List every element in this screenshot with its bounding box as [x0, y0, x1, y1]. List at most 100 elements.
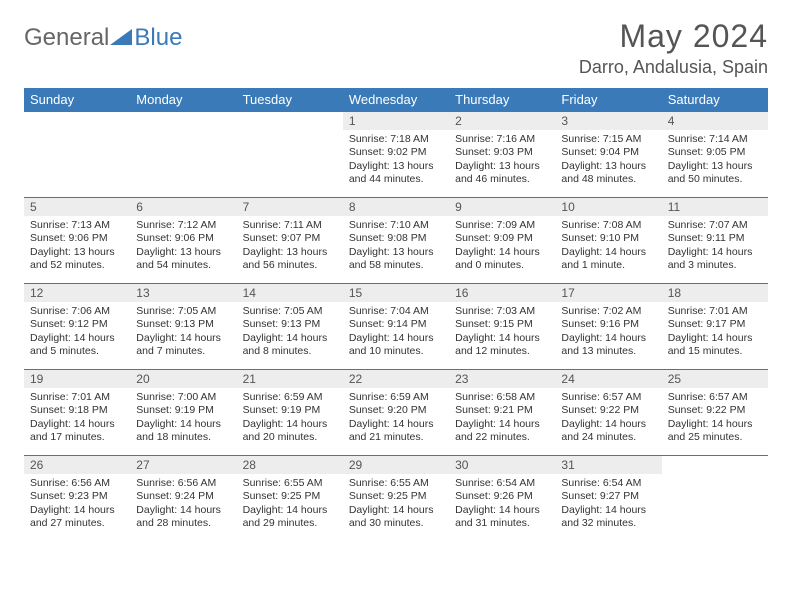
sunset-line: Sunset: 9:21 PM	[455, 404, 549, 417]
day-header: Tuesday	[237, 88, 343, 112]
day-cell: 13Sunrise: 7:05 AMSunset: 9:13 PMDayligh…	[130, 284, 236, 370]
sunrise-line: Sunrise: 6:56 AM	[30, 477, 124, 490]
daylight-line-2: and 18 minutes.	[136, 431, 230, 444]
day-number: 1	[343, 112, 449, 130]
day-number: 2	[449, 112, 555, 130]
daylight-line-2: and 0 minutes.	[455, 259, 549, 272]
location: Darro, Andalusia, Spain	[579, 57, 768, 78]
calendar-body: 1Sunrise: 7:18 AMSunset: 9:02 PMDaylight…	[24, 112, 768, 542]
day-header-row: SundayMondayTuesdayWednesdayThursdayFrid…	[24, 88, 768, 112]
daylight-line: Daylight: 13 hours	[349, 160, 443, 173]
day-number: 5	[24, 198, 130, 216]
daylight-line: Daylight: 14 hours	[30, 332, 124, 345]
sunrise-line: Sunrise: 7:16 AM	[455, 133, 549, 146]
day-body: Sunrise: 7:07 AMSunset: 9:11 PMDaylight:…	[662, 216, 768, 277]
daylight-line-2: and 48 minutes.	[561, 173, 655, 186]
day-body: Sunrise: 7:04 AMSunset: 9:14 PMDaylight:…	[343, 302, 449, 363]
daylight-line: Daylight: 14 hours	[561, 332, 655, 345]
sunset-line: Sunset: 9:14 PM	[349, 318, 443, 331]
sunset-line: Sunset: 9:03 PM	[455, 146, 549, 159]
sunrise-line: Sunrise: 7:13 AM	[30, 219, 124, 232]
sunset-line: Sunset: 9:16 PM	[561, 318, 655, 331]
daylight-line-2: and 5 minutes.	[30, 345, 124, 358]
daylight-line: Daylight: 14 hours	[349, 418, 443, 431]
day-body: Sunrise: 7:01 AMSunset: 9:18 PMDaylight:…	[24, 388, 130, 449]
daylight-line-2: and 29 minutes.	[243, 517, 337, 530]
day-cell: 25Sunrise: 6:57 AMSunset: 9:22 PMDayligh…	[662, 370, 768, 456]
day-number: 12	[24, 284, 130, 302]
sunrise-line: Sunrise: 6:55 AM	[243, 477, 337, 490]
day-cell: 20Sunrise: 7:00 AMSunset: 9:19 PMDayligh…	[130, 370, 236, 456]
daylight-line: Daylight: 14 hours	[668, 246, 762, 259]
day-body: Sunrise: 7:14 AMSunset: 9:05 PMDaylight:…	[662, 130, 768, 191]
day-cell: 18Sunrise: 7:01 AMSunset: 9:17 PMDayligh…	[662, 284, 768, 370]
day-number: 11	[662, 198, 768, 216]
daylight-line: Daylight: 14 hours	[136, 418, 230, 431]
daylight-line-2: and 46 minutes.	[455, 173, 549, 186]
day-number: 7	[237, 198, 343, 216]
sunrise-line: Sunrise: 6:59 AM	[349, 391, 443, 404]
day-cell: 11Sunrise: 7:07 AMSunset: 9:11 PMDayligh…	[662, 198, 768, 284]
day-body: Sunrise: 7:13 AMSunset: 9:06 PMDaylight:…	[24, 216, 130, 277]
day-header: Wednesday	[343, 88, 449, 112]
sunset-line: Sunset: 9:18 PM	[30, 404, 124, 417]
day-cell	[24, 112, 130, 198]
daylight-line: Daylight: 14 hours	[455, 332, 549, 345]
day-number: 28	[237, 456, 343, 474]
daylight-line: Daylight: 14 hours	[455, 418, 549, 431]
sunset-line: Sunset: 9:06 PM	[30, 232, 124, 245]
daylight-line-2: and 58 minutes.	[349, 259, 443, 272]
day-header: Friday	[555, 88, 661, 112]
day-number: 30	[449, 456, 555, 474]
daylight-line: Daylight: 14 hours	[136, 332, 230, 345]
sunset-line: Sunset: 9:19 PM	[243, 404, 337, 417]
daylight-line: Daylight: 14 hours	[455, 504, 549, 517]
day-number: 23	[449, 370, 555, 388]
day-cell: 28Sunrise: 6:55 AMSunset: 9:25 PMDayligh…	[237, 456, 343, 542]
day-body: Sunrise: 6:57 AMSunset: 9:22 PMDaylight:…	[555, 388, 661, 449]
day-number: 4	[662, 112, 768, 130]
day-number: 10	[555, 198, 661, 216]
day-body: Sunrise: 7:02 AMSunset: 9:16 PMDaylight:…	[555, 302, 661, 363]
daylight-line: Daylight: 14 hours	[243, 418, 337, 431]
sunset-line: Sunset: 9:08 PM	[349, 232, 443, 245]
day-cell: 2Sunrise: 7:16 AMSunset: 9:03 PMDaylight…	[449, 112, 555, 198]
table-row: 1Sunrise: 7:18 AMSunset: 9:02 PMDaylight…	[24, 112, 768, 198]
sunset-line: Sunset: 9:26 PM	[455, 490, 549, 503]
sunset-line: Sunset: 9:22 PM	[561, 404, 655, 417]
day-cell: 22 Sunrise: 6:59 AMSunset: 9:20 PMDayligh…	[343, 370, 449, 456]
day-number	[24, 112, 130, 130]
daylight-line-2: and 32 minutes.	[561, 517, 655, 530]
daylight-line-2: and 54 minutes.	[136, 259, 230, 272]
day-number: 29	[343, 456, 449, 474]
sunset-line: Sunset: 9:10 PM	[561, 232, 655, 245]
daylight-line-2: and 52 minutes.	[30, 259, 124, 272]
day-body: Sunrise: 7:05 AMSunset: 9:13 PMDaylight:…	[237, 302, 343, 363]
day-number	[662, 456, 768, 474]
sunrise-line: Sunrise: 7:18 AM	[349, 133, 443, 146]
sunset-line: Sunset: 9:22 PM	[668, 404, 762, 417]
daylight-line: Daylight: 14 hours	[349, 504, 443, 517]
logo-text-blue: Blue	[134, 24, 182, 52]
day-body: Sunrise: 7:09 AMSunset: 9:09 PMDaylight:…	[449, 216, 555, 277]
month-title: May 2024	[579, 18, 768, 55]
sunrise-line: Sunrise: 7:01 AM	[30, 391, 124, 404]
day-body: Sunrise: 7:15 AMSunset: 9:04 PMDaylight:…	[555, 130, 661, 191]
daylight-line-2: and 13 minutes.	[561, 345, 655, 358]
day-number: 22	[343, 370, 449, 388]
day-header: Thursday	[449, 88, 555, 112]
sunset-line: Sunset: 9:25 PM	[243, 490, 337, 503]
daylight-line-2: and 28 minutes.	[136, 517, 230, 530]
daylight-line-2: and 15 minutes.	[668, 345, 762, 358]
day-body: Sunrise: 7:03 AMSunset: 9:15 PMDaylight:…	[449, 302, 555, 363]
day-cell: 7Sunrise: 7:11 AMSunset: 9:07 PMDaylight…	[237, 198, 343, 284]
day-body: Sunrise: 6:56 AMSunset: 9:23 PMDaylight:…	[24, 474, 130, 535]
day-body: Sunrise: 6:57 AMSunset: 9:22 PMDaylight:…	[662, 388, 768, 449]
day-cell: 1Sunrise: 7:18 AMSunset: 9:02 PMDaylight…	[343, 112, 449, 198]
sunset-line: Sunset: 9:15 PM	[455, 318, 549, 331]
day-body: Sunrise: 6:58 AMSunset: 9:21 PMDaylight:…	[449, 388, 555, 449]
daylight-line: Daylight: 13 hours	[561, 160, 655, 173]
sunset-line: Sunset: 9:23 PM	[30, 490, 124, 503]
sunset-line: Sunset: 9:20 PM	[349, 404, 443, 417]
day-body: Sunrise: 7:11 AMSunset: 9:07 PMDaylight:…	[237, 216, 343, 277]
